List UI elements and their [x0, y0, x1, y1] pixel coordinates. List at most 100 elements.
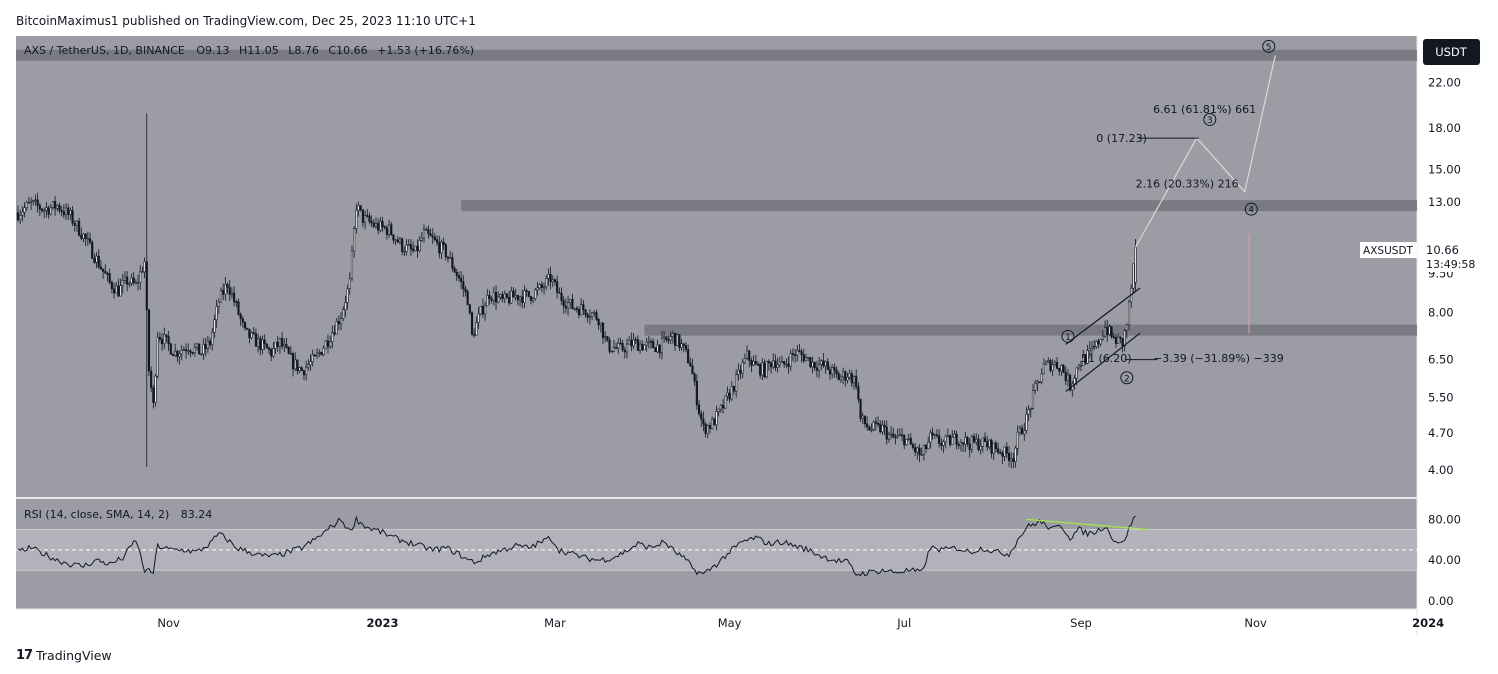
candle-body: [267, 347, 271, 350]
candle-body: [331, 332, 334, 343]
candle-body: [418, 240, 421, 251]
candle-body: [364, 215, 367, 223]
candle-body: [508, 297, 511, 304]
candle-body: [25, 202, 28, 209]
candle-body: [462, 281, 465, 290]
candle-body: [287, 347, 290, 354]
candle-body: [704, 423, 707, 434]
candle-body: [167, 336, 170, 345]
candle-body: [60, 210, 63, 212]
candle-body: [970, 436, 973, 450]
candle-body: [484, 305, 487, 315]
candle-body: [468, 304, 471, 314]
candle-body: [379, 221, 382, 231]
price-axis[interactable]: 22.0018.0015.0013.009.508.006.505.504.70…: [1428, 76, 1461, 608]
candle-body: [1103, 327, 1107, 337]
candle-body: [497, 296, 500, 303]
candle-body: [687, 349, 690, 364]
candle-body: [767, 361, 770, 364]
candle-body: [370, 221, 373, 224]
candle-body: [1088, 348, 1091, 351]
candle-body: [973, 436, 976, 443]
currency-badge[interactable]: USDT: [1423, 39, 1480, 65]
candle-body: [745, 350, 749, 359]
candle-body: [342, 309, 345, 319]
candle-body: [346, 288, 349, 303]
last-price-marker[interactable]: AXSUSDT 10.66 13:49:58: [1360, 242, 1480, 272]
candle-body: [697, 404, 701, 414]
candle-body: [756, 364, 760, 366]
candle-body: [844, 371, 847, 381]
candle-body: [320, 351, 323, 356]
candle-body: [835, 369, 838, 374]
candle-body: [1045, 361, 1048, 365]
candle-body: [374, 222, 378, 227]
candle-body: [713, 418, 716, 426]
candle-body: [1086, 350, 1089, 364]
candle-body: [49, 206, 52, 215]
candle-body: [228, 286, 231, 295]
candle-body: [824, 361, 827, 367]
candle-body: [191, 352, 194, 354]
candle-body: [750, 360, 753, 366]
candle-body: [204, 344, 207, 349]
candle-body: [1051, 364, 1054, 371]
candle-body: [117, 285, 120, 297]
candle-body: [717, 408, 720, 412]
candle-body: [580, 304, 583, 316]
candle-body: [990, 439, 993, 454]
candle-body: [649, 340, 653, 343]
candle-body: [396, 239, 399, 243]
candle-body: [19, 214, 22, 221]
candle-body: [894, 436, 897, 439]
wave-2-marker: 2: [1120, 371, 1134, 385]
candle-body: [612, 347, 615, 352]
candle-body: [259, 338, 262, 350]
candle-body: [927, 441, 930, 449]
candle-body: [73, 222, 76, 226]
channel-lower: [1065, 332, 1141, 392]
candle-body: [93, 258, 96, 263]
candle-body: [1014, 447, 1017, 462]
candle-body: [86, 238, 89, 240]
candle-body: [473, 333, 476, 336]
candle-body: [1042, 363, 1045, 375]
candle-body: [545, 278, 548, 288]
candle-body: [407, 244, 410, 246]
candle-body: [938, 435, 941, 444]
time-tick: Nov: [1244, 616, 1267, 630]
candle-body: [440, 241, 443, 254]
candle-body: [617, 342, 620, 349]
candle-body: [71, 210, 74, 224]
candle-body: [842, 371, 845, 378]
candle-body: [966, 437, 969, 445]
candle-body: [510, 290, 513, 304]
candle-body: [283, 344, 286, 347]
candle-body: [1034, 382, 1037, 391]
candle-body: [398, 238, 402, 243]
rsi-header: RSI (14, close, SMA, 14, 2) 83.24: [24, 508, 212, 521]
candle-body: [575, 308, 578, 310]
candle-body: [547, 274, 550, 279]
fib-annotation-2: 0 (17.23): [1096, 132, 1147, 145]
candle-body: [1025, 413, 1028, 432]
candle-body: [444, 244, 447, 258]
candle-body: [366, 215, 369, 217]
candle-body: [584, 309, 587, 315]
candle-body: [765, 361, 768, 378]
candle-body: [874, 421, 877, 424]
time-axis[interactable]: [16, 609, 1417, 637]
tradingview-mark-icon: 17: [16, 648, 33, 663]
candle-body: [390, 224, 393, 236]
candle-body: [329, 341, 332, 347]
candle-body: [62, 211, 65, 216]
candle-body: [1055, 362, 1059, 369]
candle-body: [446, 256, 450, 259]
candle-body: [477, 313, 480, 323]
candle-body: [778, 361, 781, 366]
candle-body: [636, 339, 639, 351]
candle-body: [326, 340, 330, 347]
tradingview-logo[interactable]: 17 TradingView: [16, 648, 112, 663]
candle-body: [680, 343, 683, 348]
candle-body: [964, 437, 967, 445]
